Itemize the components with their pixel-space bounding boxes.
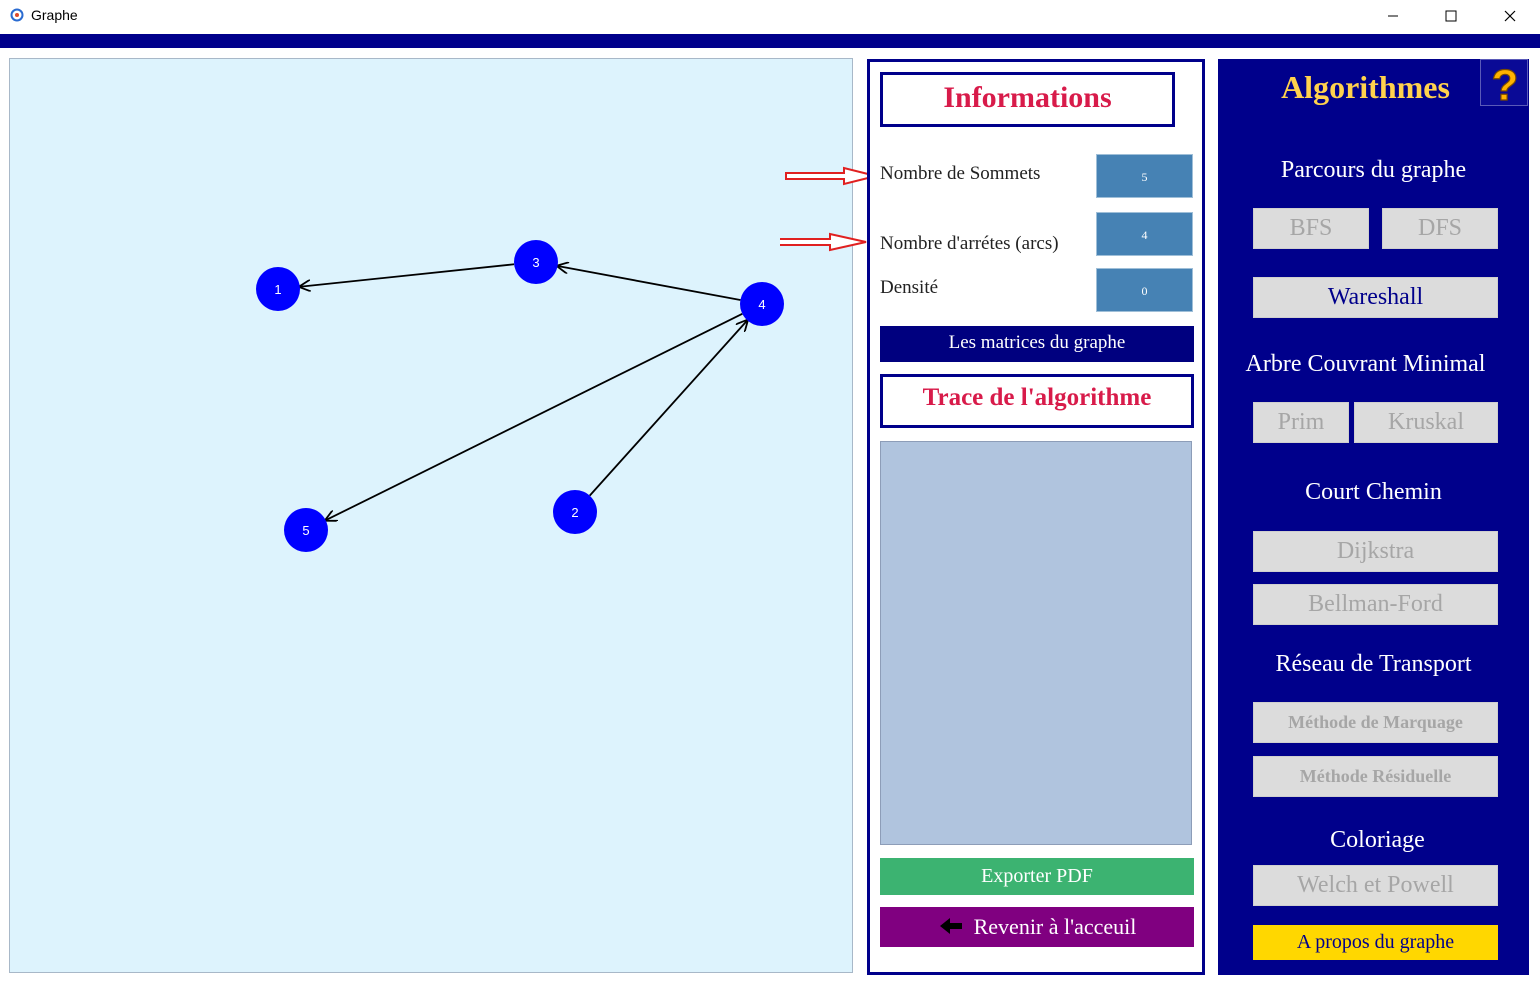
- graph-node-2[interactable]: 2: [553, 490, 597, 534]
- export-pdf-button[interactable]: Exporter PDF: [880, 858, 1194, 895]
- transport-network-section-label: Réseau de Transport: [1275, 651, 1472, 677]
- nodes-layer: 1 2 3 4 5: [256, 240, 784, 552]
- vertex-count-label: Nombre de Sommets: [880, 163, 1041, 184]
- graph-node-circle[interactable]: [553, 490, 597, 534]
- about-graph-button[interactable]: A propos du graphe: [1253, 925, 1498, 960]
- close-icon: [1504, 10, 1516, 22]
- back-home-button[interactable]: Revenir à l'acceuil: [880, 907, 1194, 947]
- edges-layer: [300, 264, 747, 520]
- window-titlebar: Graphe: [0, 0, 1540, 32]
- graph-node-1[interactable]: 1: [256, 267, 300, 311]
- bellman-ford-button[interactable]: Bellman-Ford: [1253, 584, 1498, 625]
- graph-node-label: 4: [758, 297, 765, 312]
- graph-matrices-button[interactable]: Les matrices du graphe: [880, 326, 1194, 362]
- density-value: 0: [1096, 268, 1193, 312]
- information-title: Informations: [880, 72, 1175, 127]
- graph-canvas[interactable]: 1 2 3 4 5: [9, 58, 853, 973]
- residual-method-button[interactable]: Méthode Résiduelle: [1253, 756, 1498, 797]
- graph-node-label: 2: [571, 505, 578, 520]
- coloring-section-label: Coloriage: [1330, 827, 1425, 853]
- graph-edge-3-1[interactable]: [300, 263, 515, 286]
- bfs-button[interactable]: BFS: [1253, 208, 1369, 249]
- graph-edge-2-4[interactable]: [589, 320, 748, 497]
- question-mark-icon: ?: [1491, 60, 1519, 110]
- vertex-count-value: 5: [1096, 154, 1193, 198]
- top-accent-bar: [0, 34, 1540, 48]
- algorithms-title: Algorithmes: [1281, 69, 1450, 105]
- graph-node-circle[interactable]: [284, 508, 328, 552]
- edge-count-label: Nombre d'arrétes (arcs): [880, 233, 1059, 254]
- maximize-button[interactable]: [1422, 0, 1480, 32]
- graph-node-5[interactable]: 5: [284, 508, 328, 552]
- minimize-button[interactable]: [1364, 0, 1422, 32]
- arrow-left-icon: [938, 909, 964, 949]
- graph-node-label: 5: [302, 523, 309, 538]
- graph-app-icon: [10, 8, 24, 22]
- density-label: Densité: [880, 277, 939, 298]
- edge-count-value: 4: [1096, 212, 1193, 256]
- annotation-arrows: [780, 166, 877, 252]
- help-button[interactable]: ?: [1480, 59, 1528, 111]
- graph-node-circle[interactable]: [514, 240, 558, 284]
- back-home-label: Revenir à l'acceuil: [973, 914, 1137, 939]
- maximize-icon: [1445, 10, 1457, 22]
- kruskal-button[interactable]: Kruskal: [1354, 402, 1498, 443]
- shortest-path-section-label: Court Chemin: [1305, 479, 1442, 505]
- graph-node-3[interactable]: 3: [514, 240, 558, 284]
- algorithms-panel: Algorithmes ? Parcours du graphe BFS DFS…: [1218, 59, 1529, 975]
- red-arrow-icon: [780, 232, 867, 252]
- wareshall-button[interactable]: Wareshall: [1253, 277, 1498, 318]
- graph-edge-4-3[interactable]: [558, 266, 741, 301]
- marking-method-button[interactable]: Méthode de Marquage: [1253, 702, 1498, 743]
- prim-button[interactable]: Prim: [1253, 402, 1349, 443]
- graph-node-label: 1: [274, 282, 281, 297]
- graph-node-4[interactable]: 4: [740, 282, 784, 326]
- graph-node-circle[interactable]: [740, 282, 784, 326]
- red-arrow-icon: [785, 166, 877, 186]
- information-panel: Informations Nombre de Sommets 5 Nombre …: [867, 59, 1205, 975]
- graph-drawing: 1 2 3 4 5: [256, 240, 784, 552]
- algorithm-trace-title: Trace de l'algorithme: [880, 374, 1194, 428]
- dijkstra-button[interactable]: Dijkstra: [1253, 531, 1498, 572]
- graph-node-label: 3: [532, 255, 539, 270]
- dfs-button[interactable]: DFS: [1382, 208, 1498, 249]
- close-button[interactable]: [1481, 0, 1539, 32]
- traversal-section-label: Parcours du graphe: [1280, 157, 1467, 183]
- graph-node-circle[interactable]: [256, 267, 300, 311]
- spanning-tree-section-label: Arbre Couvrant Minimal: [1245, 351, 1486, 377]
- window-title: Graphe: [31, 7, 78, 23]
- welch-powell-button[interactable]: Welch et Powell: [1253, 865, 1498, 906]
- algorithm-trace-area[interactable]: [880, 441, 1192, 845]
- graph-edge-4-5[interactable]: [326, 312, 743, 520]
- svg-text:?: ?: [1492, 61, 1519, 107]
- minimize-icon: [1388, 15, 1398, 17]
